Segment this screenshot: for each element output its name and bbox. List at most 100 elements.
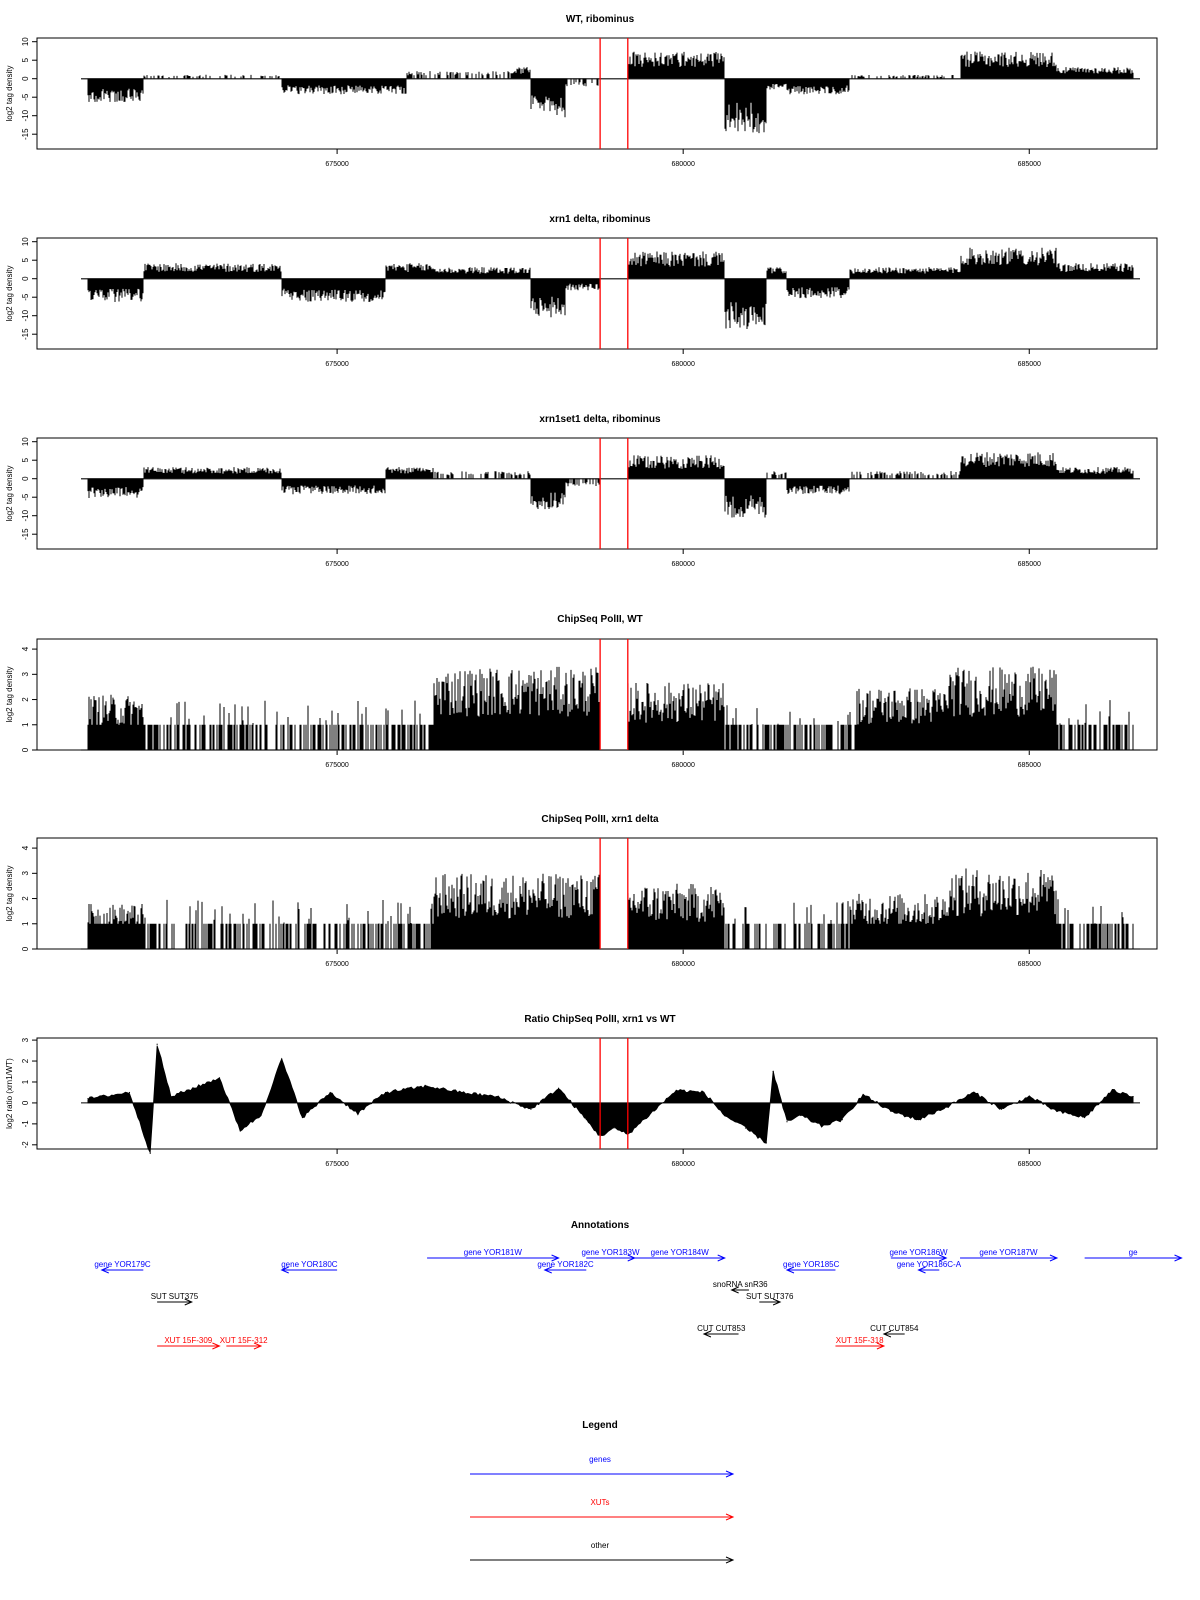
- x-tick-label: 680000: [671, 161, 694, 168]
- ratio-point: [87, 1098, 89, 1100]
- ratio-point: [890, 1110, 892, 1112]
- x-tick-label: 675000: [325, 762, 348, 769]
- ratio-point: [973, 1091, 975, 1094]
- annotation-label: gene YOR185C: [783, 1260, 840, 1269]
- y-tick-label: 4: [21, 845, 30, 850]
- x-tick-label: 680000: [671, 762, 694, 769]
- ratio-point: [357, 1112, 359, 1114]
- panel-5: ChipSeq PolII, xrn1 delta log2 tag densit…: [5, 814, 1158, 968]
- ratio-point: [260, 1114, 262, 1117]
- annotation-arrowhead: [1049, 1254, 1059, 1262]
- y-axis-label: log2 tag density: [5, 465, 14, 521]
- annotation-label: gene YOR186W: [889, 1248, 948, 1257]
- y-tick-label: 0: [21, 76, 30, 81]
- panel-title: ChipSeq PolII, xrn1 delta: [541, 814, 659, 825]
- data-bars: [87, 868, 1134, 949]
- ratio-point: [426, 1085, 428, 1087]
- annotation-arrowhead: [730, 1286, 739, 1294]
- data-bars: [87, 452, 1134, 518]
- y-tick-label: 2: [21, 896, 30, 901]
- y-tick-label: 1: [21, 921, 30, 926]
- ratio-point: [945, 1106, 947, 1108]
- ratio-point: [772, 1070, 774, 1073]
- y-tick-label: 0: [21, 276, 30, 281]
- legend-item-label: genes: [589, 1455, 611, 1464]
- y-tick-label: 0: [21, 946, 30, 951]
- data-bars: [87, 51, 1134, 134]
- x-tick-label: 680000: [671, 961, 694, 968]
- ratio-point: [647, 1114, 650, 1117]
- y-tick-label: 10: [21, 237, 30, 246]
- y-tick-label: 5: [21, 257, 30, 262]
- annotation-label: CUT CUT854: [870, 1324, 919, 1333]
- legend-item-arrowhead: [725, 1556, 735, 1564]
- x-tick-label: 680000: [671, 361, 694, 368]
- y-tick-label: 3: [21, 871, 30, 876]
- ratio-point: [821, 1125, 823, 1127]
- y-tick-label: 2: [21, 697, 30, 702]
- ratio-point: [329, 1091, 331, 1094]
- y-tick-label: 10: [21, 437, 30, 446]
- panel-title: WT, ribominus: [566, 14, 635, 25]
- annotation-arrowhead: [702, 1330, 712, 1338]
- annotation-arrowhead: [627, 1254, 636, 1262]
- ratio-point: [800, 1114, 802, 1117]
- ratio-point: [917, 1119, 920, 1121]
- plot-frame: [36, 437, 1158, 550]
- annotation-arrowhead: [551, 1254, 560, 1262]
- annotation-label: gene YOR183W: [581, 1248, 640, 1257]
- x-tick-label: 685000: [1018, 361, 1041, 368]
- x-tick-label: 685000: [1018, 561, 1041, 568]
- annotation-label: SUT SUT376: [746, 1292, 794, 1301]
- y-tick-label: 10: [21, 37, 30, 46]
- y-tick-label: 0: [21, 747, 30, 752]
- plot-frame: [36, 37, 1158, 150]
- annotation-label: gene YOR182C: [537, 1260, 594, 1269]
- ratio-point: [675, 1089, 677, 1091]
- annotation-arrowhead: [100, 1266, 109, 1274]
- ratio-point: [218, 1077, 221, 1079]
- ratio-point: [1111, 1089, 1113, 1091]
- panel-title: Ratio ChipSeq PolII, xrn1 vs WT: [524, 1014, 675, 1025]
- legend-item-arrowhead: [725, 1513, 735, 1521]
- plot-frame: [36, 1037, 1158, 1150]
- panel-6: Ratio ChipSeq PolII, xrn1 vs WT log2 rati…: [5, 1014, 1158, 1168]
- y-axis-label: log2 tag density: [5, 65, 14, 121]
- ratio-point: [461, 1091, 463, 1094]
- ratio-point: [557, 1087, 560, 1089]
- x-tick-label: 685000: [1018, 762, 1041, 769]
- legend-title: Legend: [582, 1420, 618, 1431]
- legend-item-label: other: [591, 1541, 610, 1550]
- annotation-label: snoRNA snR36: [713, 1280, 768, 1289]
- ratio-point: [1084, 1116, 1086, 1119]
- annotation-label: gene YOR180C: [281, 1260, 338, 1269]
- panel-3: xrn1set1 delta, ribominus log2 tag densit…: [5, 414, 1158, 568]
- y-axis-label: log2 ratio (xrn1/WT): [5, 1058, 14, 1129]
- y-tick-label: -5: [21, 293, 30, 301]
- annotation-label: CUT CUT853: [697, 1324, 746, 1333]
- data-bars: [87, 247, 1134, 329]
- y-tick-label: -2: [21, 1141, 30, 1149]
- ratio-point: [724, 1114, 726, 1117]
- ratio-point: [585, 1119, 587, 1121]
- annotation-arrowhead: [882, 1330, 892, 1338]
- panel-title: xrn1 delta, ribominus: [549, 214, 651, 225]
- annotation-arrowhead: [184, 1298, 194, 1306]
- y-axis-label: log2 tag density: [5, 265, 14, 321]
- y-tick-label: 3: [21, 1037, 30, 1042]
- legend-item-label: XUTs: [590, 1498, 609, 1507]
- y-tick-label: -1: [21, 1120, 30, 1128]
- ratio-point: [1028, 1096, 1030, 1098]
- x-tick-label: 685000: [1018, 161, 1041, 168]
- x-tick-label: 685000: [1018, 1161, 1041, 1168]
- ratio-point: [703, 1091, 705, 1094]
- y-tick-label: 2: [21, 1058, 30, 1063]
- annotation-arrowhead: [280, 1266, 289, 1274]
- y-tick-label: -5: [21, 93, 30, 101]
- ratio-point: [765, 1142, 767, 1144]
- ratio-point: [495, 1096, 497, 1098]
- ratio-point: [1000, 1108, 1003, 1110]
- annotation-arrowhead: [253, 1342, 263, 1350]
- y-tick-label: -15: [21, 128, 30, 140]
